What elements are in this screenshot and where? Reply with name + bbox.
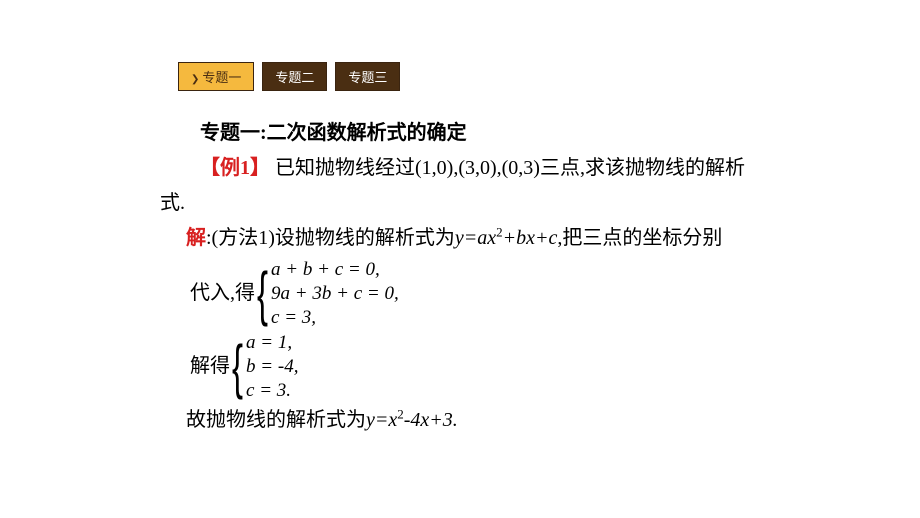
sys1-lead: 代入,得 (190, 276, 255, 311)
tab-topic-3[interactable]: 专题三 (335, 62, 400, 91)
problem-text-2: 式. (160, 186, 790, 221)
system-1: 代入,得 { a + b + c = 0, 9a + 3b + c = 0, c… (160, 258, 790, 329)
sys2-row1: a = 1, (246, 331, 298, 355)
sys1-row1: a + b + c = 0, (271, 258, 399, 282)
left-brace-icon: { (232, 340, 243, 394)
sys1-row2: 9a + 3b + c = 0, (271, 282, 399, 306)
sys1-row3: c = 3, (271, 306, 399, 330)
formula-general: y=ax2+bx+c (455, 227, 558, 249)
example-line: 【例1】 已知抛物线经过(1,0),(3,0),(0,3)三点,求该抛物线的解析 (160, 151, 790, 186)
topic-heading: 专题一:二次函数解析式的确定 (160, 116, 790, 151)
content-area: 专题一:二次函数解析式的确定 【例1】 已知抛物线经过(1,0),(3,0),(… (160, 116, 790, 438)
tab-bar: 专题一 专题二 专题三 (178, 62, 400, 91)
problem-text-1: 已知抛物线经过(1,0),(3,0),(0,3)三点,求该抛物线的解析 (275, 157, 745, 179)
tab-label: 专题三 (348, 70, 387, 85)
sys2-row2: b = -4, (246, 355, 298, 379)
conclusion-formula: y=x2-4x+3. (366, 409, 458, 431)
example-label: 【例1】 (200, 157, 270, 179)
method-tail: ,把三点的坐标分别 (557, 227, 722, 249)
solution-intro: 解:(方法1)设抛物线的解析式为y=ax2+bx+c,把三点的坐标分别 (160, 221, 790, 256)
tab-topic-1[interactable]: 专题一 (178, 62, 254, 91)
tab-label: 专题二 (275, 70, 314, 85)
conclusion-lead: 故抛物线的解析式为 (186, 409, 366, 431)
tab-topic-2[interactable]: 专题二 (262, 62, 327, 91)
left-brace-icon: { (257, 267, 268, 321)
sys2-lead: 解得 (190, 349, 230, 384)
solution-label: 解 (186, 227, 206, 249)
conclusion: 故抛物线的解析式为y=x2-4x+3. (160, 403, 790, 438)
system-2: 解得 { a = 1, b = -4, c = 3. (160, 331, 790, 402)
method-intro: :(方法1)设抛物线的解析式为 (206, 227, 455, 249)
sys2-row3: c = 3. (246, 379, 298, 403)
tab-label: 专题一 (202, 70, 241, 85)
